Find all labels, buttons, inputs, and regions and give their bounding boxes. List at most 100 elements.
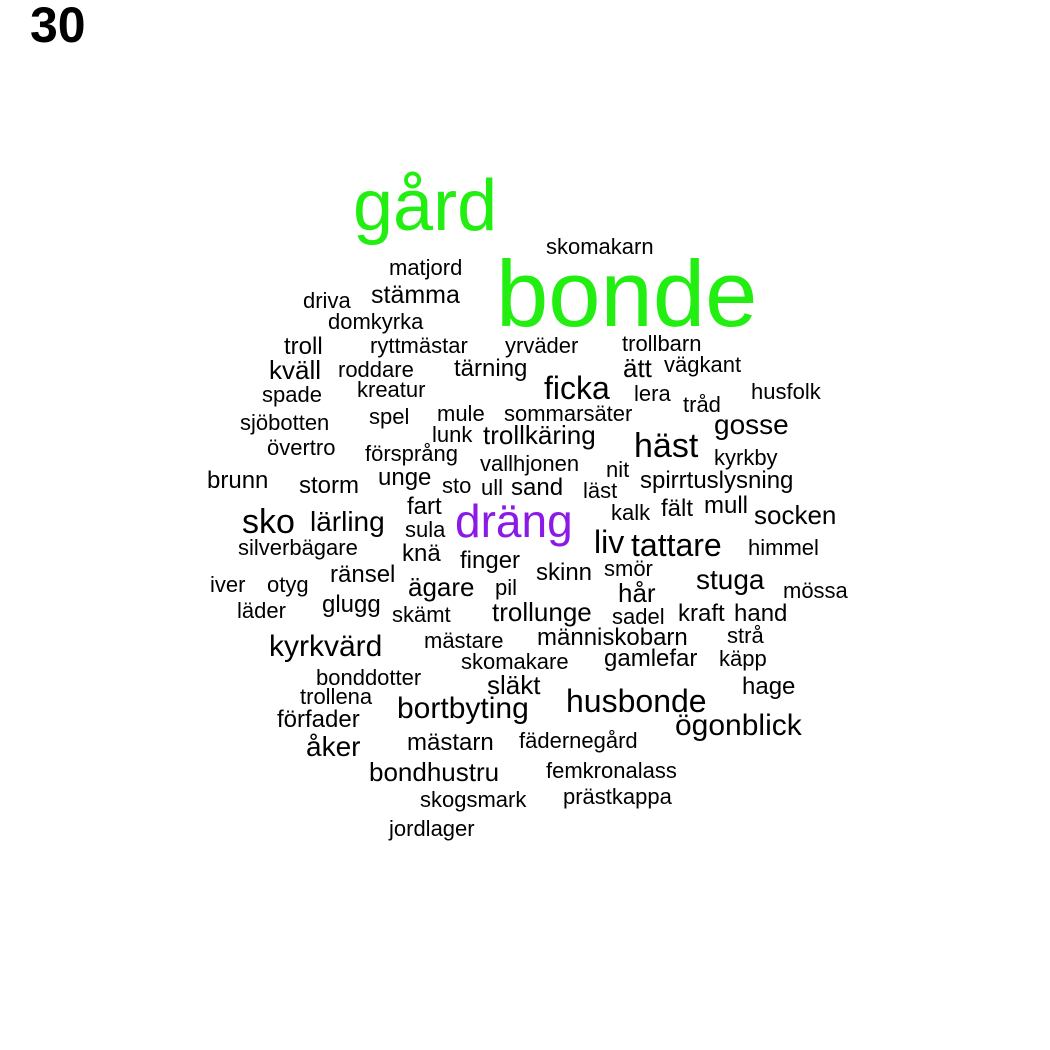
cloud-word: trollena — [300, 684, 373, 709]
cloud-word: vägkant — [664, 352, 742, 377]
cloud-word: troll — [284, 333, 323, 360]
cloud-word: ull — [481, 475, 504, 500]
cloud-word: driva — [303, 288, 351, 313]
cloud-word: jordlager — [389, 816, 475, 841]
cloud-word: unge — [378, 464, 432, 491]
cloud-word: nit — [606, 457, 630, 482]
cloud-word: stuga — [696, 564, 765, 595]
cloud-word: hage — [742, 673, 796, 700]
cloud-word: mästare — [424, 628, 504, 653]
cloud-word: hår — [618, 578, 656, 608]
cloud-word: fält — [661, 495, 694, 522]
cloud-word: bonde — [496, 241, 758, 346]
cloud-word: husbonde — [566, 683, 707, 719]
cloud-word: häst — [634, 427, 699, 465]
cloud-word: tärning — [454, 355, 528, 382]
cloud-word: mull — [704, 492, 749, 519]
cloud-word: kyrkby — [714, 445, 778, 470]
cloud-word: stämma — [371, 281, 460, 309]
page-number: 30 — [30, 0, 86, 53]
cloud-word: försprång — [365, 441, 458, 466]
cloud-word: släkt — [487, 670, 541, 700]
cloud-word: sand — [511, 474, 564, 501]
cloud-word: trollkäring — [483, 420, 596, 450]
cloud-word: lunk — [432, 422, 473, 447]
cloud-word: sjöbotten — [240, 410, 330, 435]
cloud-word: ficka — [544, 370, 610, 406]
cloud-word: människobarn — [537, 624, 688, 651]
cloud-word: storm — [299, 472, 359, 499]
cloud-word: spel — [369, 404, 410, 429]
cloud-word: strå — [727, 623, 764, 648]
cloud-word: åker — [306, 731, 361, 762]
cloud-word: sko — [242, 503, 295, 541]
cloud-word: femkronalass — [546, 758, 677, 783]
cloud-word: silverbägare — [238, 535, 358, 560]
cloud-word: husfolk — [751, 379, 821, 404]
cloud-word: trollbarn — [622, 331, 702, 356]
cloud-word: finger — [460, 547, 521, 574]
cloud-word: pil — [495, 575, 518, 600]
cloud-word: kväll — [269, 355, 322, 385]
cloud-word: liv — [594, 524, 625, 560]
cloud-word: ätt — [623, 353, 652, 383]
cloud-word: spirrtuslysning — [640, 467, 794, 494]
cloud-word: fädernegård — [519, 728, 638, 753]
cloud-word: domkyrka — [328, 309, 424, 334]
cloud-word: trollunge — [492, 597, 592, 627]
cloud-word: socken — [754, 500, 837, 530]
cloud-word: roddare — [338, 357, 414, 382]
cloud-word: bonddotter — [316, 665, 422, 690]
cloud-word: yrväder — [505, 333, 579, 358]
cloud-word: otyg — [267, 572, 309, 597]
cloud-word: gård — [353, 166, 498, 246]
cloud-word: prästkappa — [563, 784, 672, 809]
cloud-word: sommarsäter — [504, 401, 633, 426]
cloud-word: läder — [237, 598, 286, 623]
cloud-word: smör — [604, 556, 653, 581]
cloud-word: skämt — [392, 602, 451, 627]
cloud-word: käpp — [719, 646, 767, 671]
cloud-word: bortbyting — [397, 692, 529, 725]
cloud-word: lärling — [310, 506, 385, 537]
cloud-word: lera — [634, 381, 671, 406]
cloud-word: fart — [407, 493, 442, 520]
cloud-word: mössa — [783, 578, 848, 603]
cloud-word: vallhjonen — [480, 451, 580, 476]
cloud-word: bondhustru — [369, 757, 500, 787]
cloud-word: ränsel — [330, 561, 396, 588]
cloud-word: sadel — [612, 604, 665, 629]
cloud-word: mästarn — [407, 729, 494, 756]
cloud-word: skogsmark — [420, 787, 527, 812]
cloud-word: kalk — [611, 500, 651, 525]
cloud-word: glugg — [322, 591, 381, 618]
cloud-word: knä — [402, 540, 441, 567]
cloud-word: sula — [405, 517, 446, 542]
cloud-word: kraft — [678, 600, 725, 627]
cloud-word: sto — [442, 473, 472, 498]
cloud-word: kyrkvärd — [269, 630, 383, 663]
cloud-word: ägare — [408, 572, 475, 602]
cloud-word: kreatur — [357, 377, 426, 402]
cloud-word: tattare — [631, 527, 722, 563]
cloud-word: läst — [583, 478, 618, 503]
cloud-word: skomakare — [461, 649, 569, 674]
cloud-word: mule — [437, 401, 485, 426]
cloud-word: tråd — [683, 392, 721, 417]
cloud-word: spade — [262, 382, 322, 407]
cloud-word: ögonblick — [675, 709, 802, 742]
cloud-word: skinn — [536, 559, 593, 586]
cloud-word: hand — [734, 600, 788, 627]
cloud-word: himmel — [748, 535, 819, 560]
cloud-word: skomakarn — [546, 234, 654, 259]
cloud-word: gosse — [714, 409, 789, 440]
cloud-word: förfader — [277, 706, 360, 733]
cloud-word: ryttmästar — [370, 333, 468, 358]
cloud-word: brunn — [207, 467, 269, 494]
cloud-word: iver — [210, 572, 246, 597]
cloud-word: övertro — [267, 435, 336, 460]
cloud-word: matjord — [389, 255, 463, 280]
cloud-word: gamlefar — [604, 645, 698, 672]
cloud-word: dräng — [455, 495, 573, 547]
